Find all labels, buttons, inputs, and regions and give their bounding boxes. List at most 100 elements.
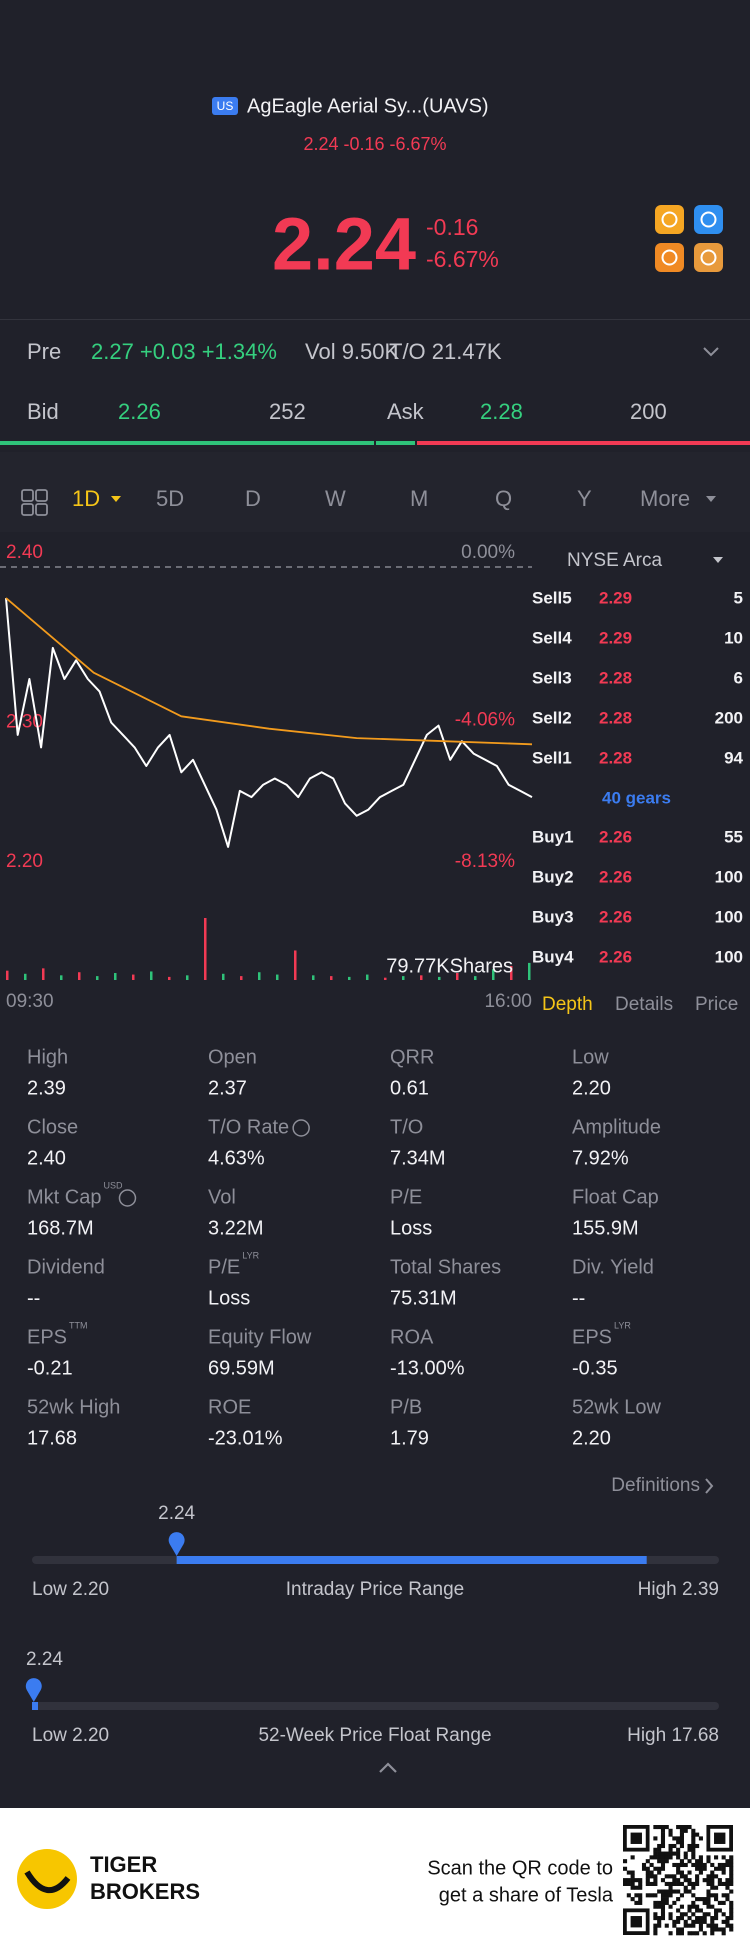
- qr-module: [664, 1900, 669, 1905]
- qr-module: [668, 1828, 673, 1833]
- exchange[interactable]: NYSE Arca: [567, 550, 662, 571]
- book-price: 2.29: [599, 588, 632, 607]
- stat-label: 52wk Low: [572, 1396, 661, 1418]
- volume-bar: [24, 973, 27, 980]
- qr-module: [676, 1825, 681, 1830]
- stat-value: Loss: [390, 1217, 432, 1239]
- period-tab[interactable]: 1D: [72, 486, 100, 511]
- feature-icon[interactable]: [694, 243, 723, 272]
- book-price: 2.26: [599, 947, 632, 966]
- volume-bar: [438, 976, 441, 980]
- volume-bar: [150, 971, 153, 980]
- stat-label: P/B: [390, 1396, 422, 1418]
- feature-icon[interactable]: [694, 205, 723, 234]
- period-tab[interactable]: M: [410, 486, 428, 511]
- qr-module: [691, 1851, 696, 1856]
- qr-module: [664, 1923, 669, 1928]
- price-change-pct: -6.67%: [426, 246, 499, 272]
- period-tab[interactable]: 5D: [156, 486, 184, 511]
- qr-module: [702, 1878, 707, 1883]
- qr-module: [702, 1862, 707, 1868]
- market-badge: [212, 97, 238, 115]
- qr-module: [695, 1832, 700, 1837]
- stat-label: Amplitude: [572, 1116, 661, 1138]
- qr-module: [691, 1843, 696, 1849]
- qr-module: [706, 1897, 711, 1902]
- last-price: 2.24: [272, 203, 416, 286]
- qr-module: [729, 1904, 734, 1909]
- qr-module: [725, 1862, 730, 1868]
- range-marker: [25, 1678, 42, 1702]
- period-tab[interactable]: Y: [577, 486, 592, 511]
- qr-module: [668, 1912, 673, 1917]
- qr-module: [698, 1897, 703, 1902]
- book-level: Sell5: [532, 588, 572, 607]
- qr-module: [664, 1859, 669, 1864]
- qr-module: [683, 1885, 688, 1890]
- qr-module: [725, 1885, 730, 1890]
- qr-module: [676, 1855, 681, 1860]
- qr-module: [679, 1840, 684, 1845]
- stat-label: High: [27, 1046, 68, 1068]
- qr-module: [725, 1893, 730, 1898]
- qr-module: [729, 1916, 734, 1921]
- qr-module: [679, 1874, 684, 1879]
- qr-module: [660, 1851, 666, 1856]
- panel-tab[interactable]: Details: [615, 994, 673, 1015]
- qr-module: [710, 1916, 715, 1921]
- range-low: Low 2.20: [32, 1725, 109, 1746]
- qr-module: [698, 1836, 703, 1841]
- qr-module: [717, 1878, 722, 1883]
- layout-icon: [35, 503, 48, 516]
- bid-size: 252: [269, 399, 306, 424]
- qr-module: [683, 1919, 688, 1924]
- qr-module: [683, 1912, 688, 1917]
- volume-bar: [294, 950, 297, 980]
- definitions-link[interactable]: Definitions: [611, 1475, 700, 1496]
- period-tab[interactable]: D: [245, 486, 261, 511]
- panel-tab[interactable]: Depth: [542, 994, 593, 1015]
- qr-module: [698, 1927, 703, 1932]
- panel-tab[interactable]: Price: [695, 994, 738, 1015]
- qr-module: [638, 1878, 643, 1883]
- qr-module: [721, 1919, 726, 1924]
- period-tab[interactable]: W: [325, 486, 346, 511]
- qr-module: [660, 1855, 666, 1860]
- info-icon[interactable]: [118, 1189, 137, 1207]
- qr-caption: get a share of Tesla: [439, 1884, 614, 1906]
- qr-module: [729, 1881, 734, 1886]
- qr-module: [657, 1889, 662, 1894]
- stat-value: --: [572, 1287, 585, 1309]
- feature-icon[interactable]: [655, 243, 684, 272]
- volume-bar: [384, 977, 387, 980]
- qr-module: [714, 1893, 719, 1898]
- qr-module: [687, 1843, 692, 1849]
- info-icon[interactable]: [292, 1119, 310, 1137]
- qr-module: [714, 1927, 719, 1932]
- collapse-caret[interactable]: [379, 1762, 397, 1773]
- qr-module: [710, 1881, 715, 1886]
- period-tab[interactable]: Q: [495, 486, 512, 511]
- qr-module: [679, 1931, 684, 1936]
- feature-icon[interactable]: [655, 205, 684, 234]
- qr-module: [721, 1927, 726, 1932]
- qr-module: [638, 1900, 643, 1905]
- qr-module: [672, 1862, 677, 1868]
- range-track: [32, 1702, 719, 1710]
- qr-module: [672, 1889, 677, 1894]
- qr-module: [695, 1881, 700, 1886]
- stat-label: Div. Yield: [572, 1256, 654, 1278]
- qr-module: [676, 1881, 681, 1886]
- qr-module: [630, 1885, 635, 1890]
- expand-chevron[interactable]: [703, 347, 719, 357]
- qr-module: [725, 1923, 730, 1928]
- qr-module: [725, 1897, 730, 1902]
- qr-module: [660, 1900, 666, 1905]
- qr-module: [729, 1923, 734, 1928]
- y2-tick-label: -4.06%: [455, 709, 515, 730]
- period-tab[interactable]: More: [640, 486, 690, 511]
- pre-turnover: T/O 21.47K: [389, 339, 502, 364]
- price-line: [5, 598, 533, 848]
- icon-glyph: [700, 211, 717, 228]
- qr-module: [645, 1859, 650, 1864]
